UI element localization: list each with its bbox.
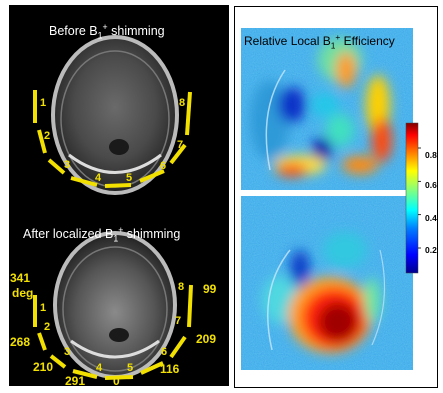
mri-images bbox=[33, 35, 193, 380]
title-b1-efficiency: Relative Local B1+ Efficiency bbox=[244, 32, 395, 51]
bottom-coil-label-7: 7 bbox=[175, 315, 182, 327]
phase-coil2: 268 bbox=[10, 335, 31, 349]
b1-map-before bbox=[241, 28, 413, 190]
phase-coil1: 341 bbox=[10, 271, 31, 285]
phase-coil5: 0 bbox=[113, 374, 120, 388]
bottom-coil-label-4: 4 bbox=[96, 362, 103, 374]
bottom-coil-label-6: 6 bbox=[161, 346, 168, 358]
top-coil-label-6: 6 bbox=[160, 160, 167, 172]
bottom-coil-label-2: 2 bbox=[44, 321, 51, 333]
top-coil-label-8: 8 bbox=[179, 97, 186, 109]
colorbar-tick-1: 0.6 bbox=[425, 180, 437, 190]
top-coil-label-2: 2 bbox=[44, 130, 51, 142]
colorbar-ticks bbox=[418, 147, 421, 249]
bottom-coil-label-1: 1 bbox=[40, 302, 47, 314]
top-coil-label-5: 5 bbox=[126, 172, 133, 184]
title-after: After localized B1+ shimming bbox=[23, 225, 181, 244]
bottom-coil-array bbox=[33, 284, 193, 380]
mri-magnitude-panel: Before B1+ shimming After localized B1+ … bbox=[9, 5, 229, 388]
bottom-coil-label-5: 5 bbox=[127, 362, 134, 374]
bottom-coil-label-3: 3 bbox=[64, 346, 71, 358]
b1-map-after bbox=[241, 196, 413, 370]
phase-coil4: 291 bbox=[65, 374, 86, 388]
title-before: Before B1+ shimming bbox=[49, 22, 165, 41]
mri-before-shimming bbox=[51, 35, 179, 195]
bottom-coil-label-8: 8 bbox=[178, 281, 185, 293]
top-coil-label-1: 1 bbox=[40, 97, 47, 109]
colorbar bbox=[405, 122, 419, 274]
phase-coil8: 99 bbox=[203, 282, 217, 296]
top-coil-array bbox=[33, 90, 192, 188]
colorbar-tick-2: 0.4 bbox=[425, 213, 437, 223]
top-coil-label-3: 3 bbox=[64, 159, 71, 171]
top-coil-label-7: 7 bbox=[177, 139, 184, 151]
phase-coil3: 210 bbox=[33, 360, 54, 374]
mri-after-shimming bbox=[53, 231, 177, 379]
colorbar-tick-0: 0.8 bbox=[425, 150, 437, 160]
phase-coil7: 209 bbox=[196, 332, 217, 346]
colorbar-tick-3: 0.2 bbox=[425, 245, 437, 255]
phase-coil6: 116 bbox=[160, 362, 180, 376]
phase-unit: deg bbox=[12, 286, 34, 300]
top-coil-label-4: 4 bbox=[95, 172, 102, 184]
